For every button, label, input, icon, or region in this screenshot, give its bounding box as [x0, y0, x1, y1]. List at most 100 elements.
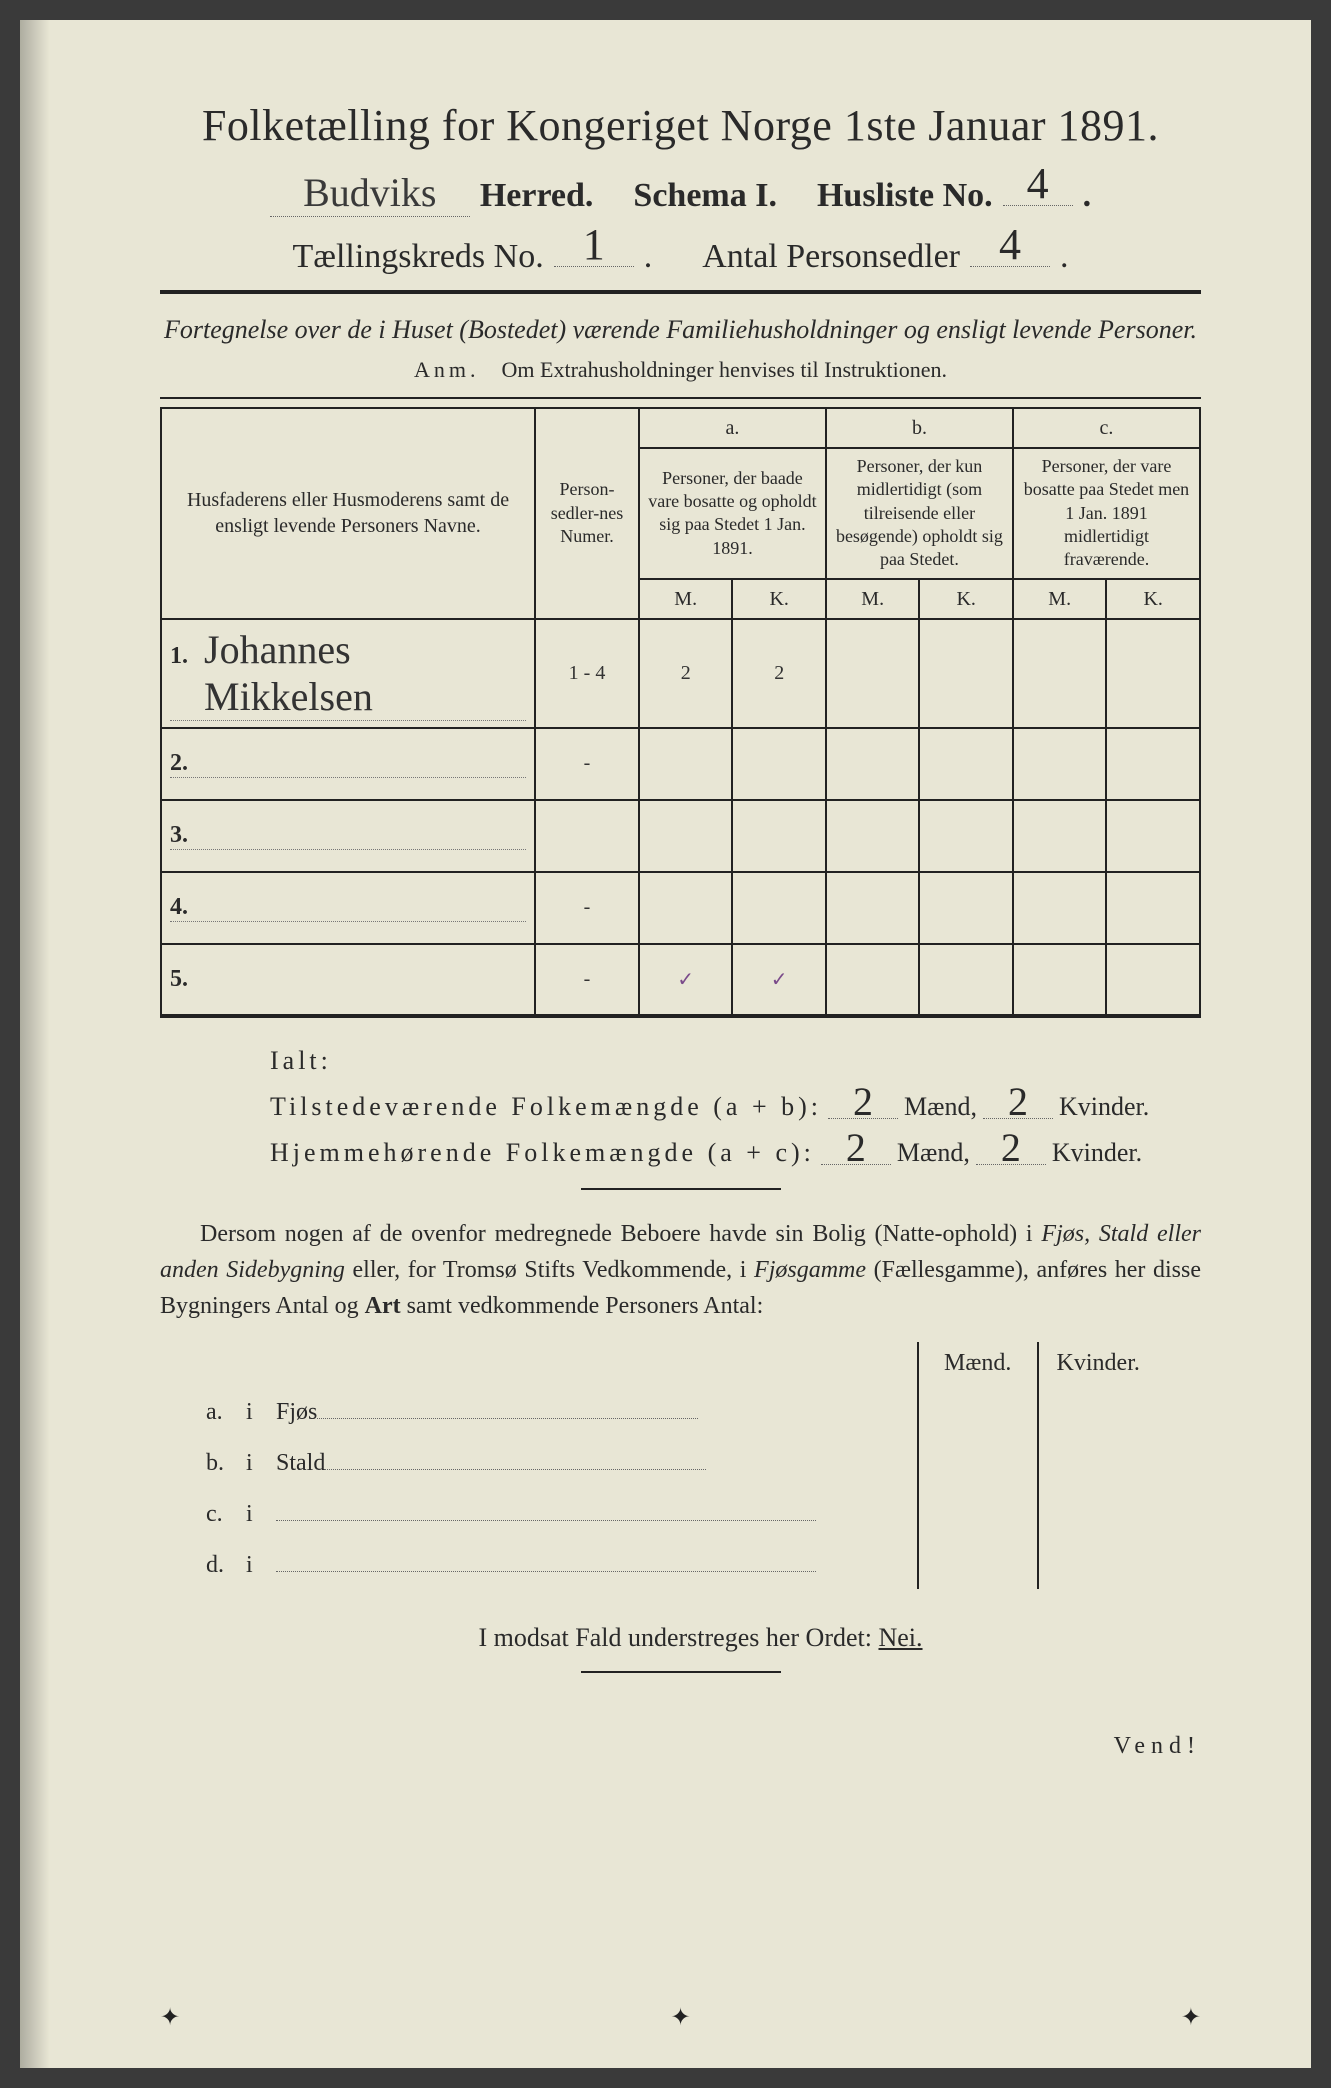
cell-c-k	[1106, 619, 1200, 728]
cell-name: 1. Johannes Mikkelsen	[161, 619, 535, 728]
antal-field: 4	[970, 229, 1050, 266]
l1-kvinder-hw: 2	[983, 1086, 1053, 1119]
bldg-letter: b.	[200, 1436, 240, 1487]
cell-b-k	[919, 619, 1013, 728]
table-row: 1. Johannes Mikkelsen 1 - 4 2 2	[161, 619, 1200, 728]
cell-num: -	[535, 728, 639, 800]
bldg-maend-header: Mænd.	[918, 1342, 1038, 1385]
cell-a-k	[732, 872, 826, 944]
row-num: 1.	[170, 643, 188, 670]
th-num: Person-sedler-nes Numer.	[535, 408, 639, 619]
husliste-period: .	[1083, 177, 1092, 215]
cell-c-m	[1013, 619, 1107, 728]
bldg-k-cell	[1038, 1436, 1158, 1487]
bldg-row: d. i	[200, 1538, 1158, 1589]
bldg-type: Stald	[276, 1450, 325, 1476]
bldg-m-cell	[918, 1487, 1038, 1538]
registration-marks: ✦ ✦ ✦	[160, 2003, 1201, 2032]
anm-text: Om Extrahusholdninger henvises til Instr…	[502, 357, 947, 382]
cell-c-m	[1013, 944, 1107, 1016]
th-a-k: K.	[732, 579, 826, 619]
bldg-k-cell	[1038, 1538, 1158, 1589]
cell-name: 3.	[161, 800, 535, 872]
hjemme-label: Hjemmehørende Folkemængde (a + c):	[270, 1138, 815, 1168]
th-a-m: M.	[639, 579, 733, 619]
cell-b-m	[826, 872, 920, 944]
schema-label: Schema I.	[633, 177, 777, 215]
vend-label: Vend!	[160, 1733, 1201, 1760]
header-row-1: Budviks Herred. Schema I. Husliste No. 4…	[160, 169, 1201, 217]
th-c-m: M.	[1013, 579, 1107, 619]
subtitle: Fortegnelse over de i Huset (Bostedet) v…	[160, 312, 1201, 347]
antal-hw: 4	[999, 219, 1021, 270]
cell-b-m	[826, 800, 920, 872]
anm-line: Anm. Om Extrahusholdninger henvises til …	[160, 357, 1201, 383]
reg-mark-icon: ✦	[160, 2003, 180, 2032]
census-table: Husfaderens eller Husmoderens samt de en…	[160, 407, 1201, 1018]
bldg-row: a. i Fjøs	[200, 1385, 1158, 1436]
bldg-kvinder-header: Kvinder.	[1038, 1342, 1158, 1385]
antal-period: .	[1060, 238, 1069, 276]
cell-b-k	[919, 800, 1013, 872]
bldg-letter: c.	[200, 1487, 240, 1538]
kreds-no-hw: 1	[583, 219, 605, 270]
table-row: 3.	[161, 800, 1200, 872]
document-page: Folketælling for Kongeriget Norge 1ste J…	[20, 20, 1311, 2068]
cell-num: -	[535, 944, 639, 1016]
row-name-hw: Johannes Mikkelsen	[196, 626, 526, 720]
nei-word: Nei.	[878, 1623, 922, 1652]
cell-a-m	[639, 728, 733, 800]
th-name-text: Husfaderens eller Husmoderens samt de en…	[187, 489, 509, 537]
cell-num: -	[535, 872, 639, 944]
table-row: 2. -	[161, 728, 1200, 800]
cell-a-k	[732, 728, 826, 800]
table-row: 4. -	[161, 872, 1200, 944]
reg-mark-icon: ✦	[670, 2003, 690, 2032]
l1-maend-hw: 2	[828, 1086, 898, 1119]
kvinder-label: Kvinder.	[1052, 1138, 1142, 1168]
cell-b-m	[826, 728, 920, 800]
row-num: 3.	[170, 822, 188, 849]
cell-a-m	[639, 872, 733, 944]
th-c-label: c.	[1013, 408, 1200, 448]
reg-mark-icon: ✦	[1181, 2003, 1201, 2032]
cell-b-k	[919, 872, 1013, 944]
bldg-i: i	[240, 1436, 270, 1487]
anm-label: Anm.	[414, 357, 480, 382]
kreds-label: Tællingskreds No.	[293, 238, 544, 276]
cell-c-k	[1106, 872, 1200, 944]
husliste-no-field: 4	[1003, 169, 1073, 206]
bldg-row: b. i Stald	[200, 1436, 1158, 1487]
cell-num: 1 - 4	[535, 619, 639, 728]
bldg-type: Fjøs	[276, 1399, 317, 1425]
kvinder-label: Kvinder.	[1059, 1092, 1149, 1122]
cell-a-m: ✓	[639, 944, 733, 1016]
cell-name: 5.	[161, 944, 535, 1016]
table-head: Husfaderens eller Husmoderens samt de en…	[161, 408, 1200, 619]
row-num: 2.	[170, 750, 188, 777]
th-c-k: K.	[1106, 579, 1200, 619]
bldg-letter: d.	[200, 1538, 240, 1589]
table-row: 5. - ✓ ✓	[161, 944, 1200, 1016]
bldg-m-cell	[918, 1436, 1038, 1487]
cell-c-m	[1013, 728, 1107, 800]
rule-mid	[581, 1188, 781, 1190]
cell-num	[535, 800, 639, 872]
cell-a-k: ✓	[732, 944, 826, 1016]
th-b-k: K.	[919, 579, 1013, 619]
th-b-m: M.	[826, 579, 920, 619]
husliste-no-hw: 4	[1027, 158, 1049, 209]
cell-b-m	[826, 944, 920, 1016]
husliste-label: Husliste No.	[817, 177, 993, 215]
header-row-2: Tællingskreds No. 1 . Antal Personsedler…	[160, 229, 1201, 275]
bldg-i: i	[240, 1538, 270, 1589]
bldg-m-cell	[918, 1538, 1038, 1589]
cell-c-m	[1013, 800, 1107, 872]
rule-bottom	[581, 1671, 781, 1673]
cell-a-m: 2	[639, 619, 733, 728]
totals-block: Ialt: Tilstedeværende Folkemængde (a + b…	[270, 1046, 1201, 1168]
tilstede-label: Tilstedeværende Folkemængde (a + b):	[270, 1092, 822, 1122]
page-title: Folketælling for Kongeriget Norge 1ste J…	[160, 100, 1201, 151]
bldg-i: i	[240, 1385, 270, 1436]
row-num: 5.	[170, 966, 188, 993]
